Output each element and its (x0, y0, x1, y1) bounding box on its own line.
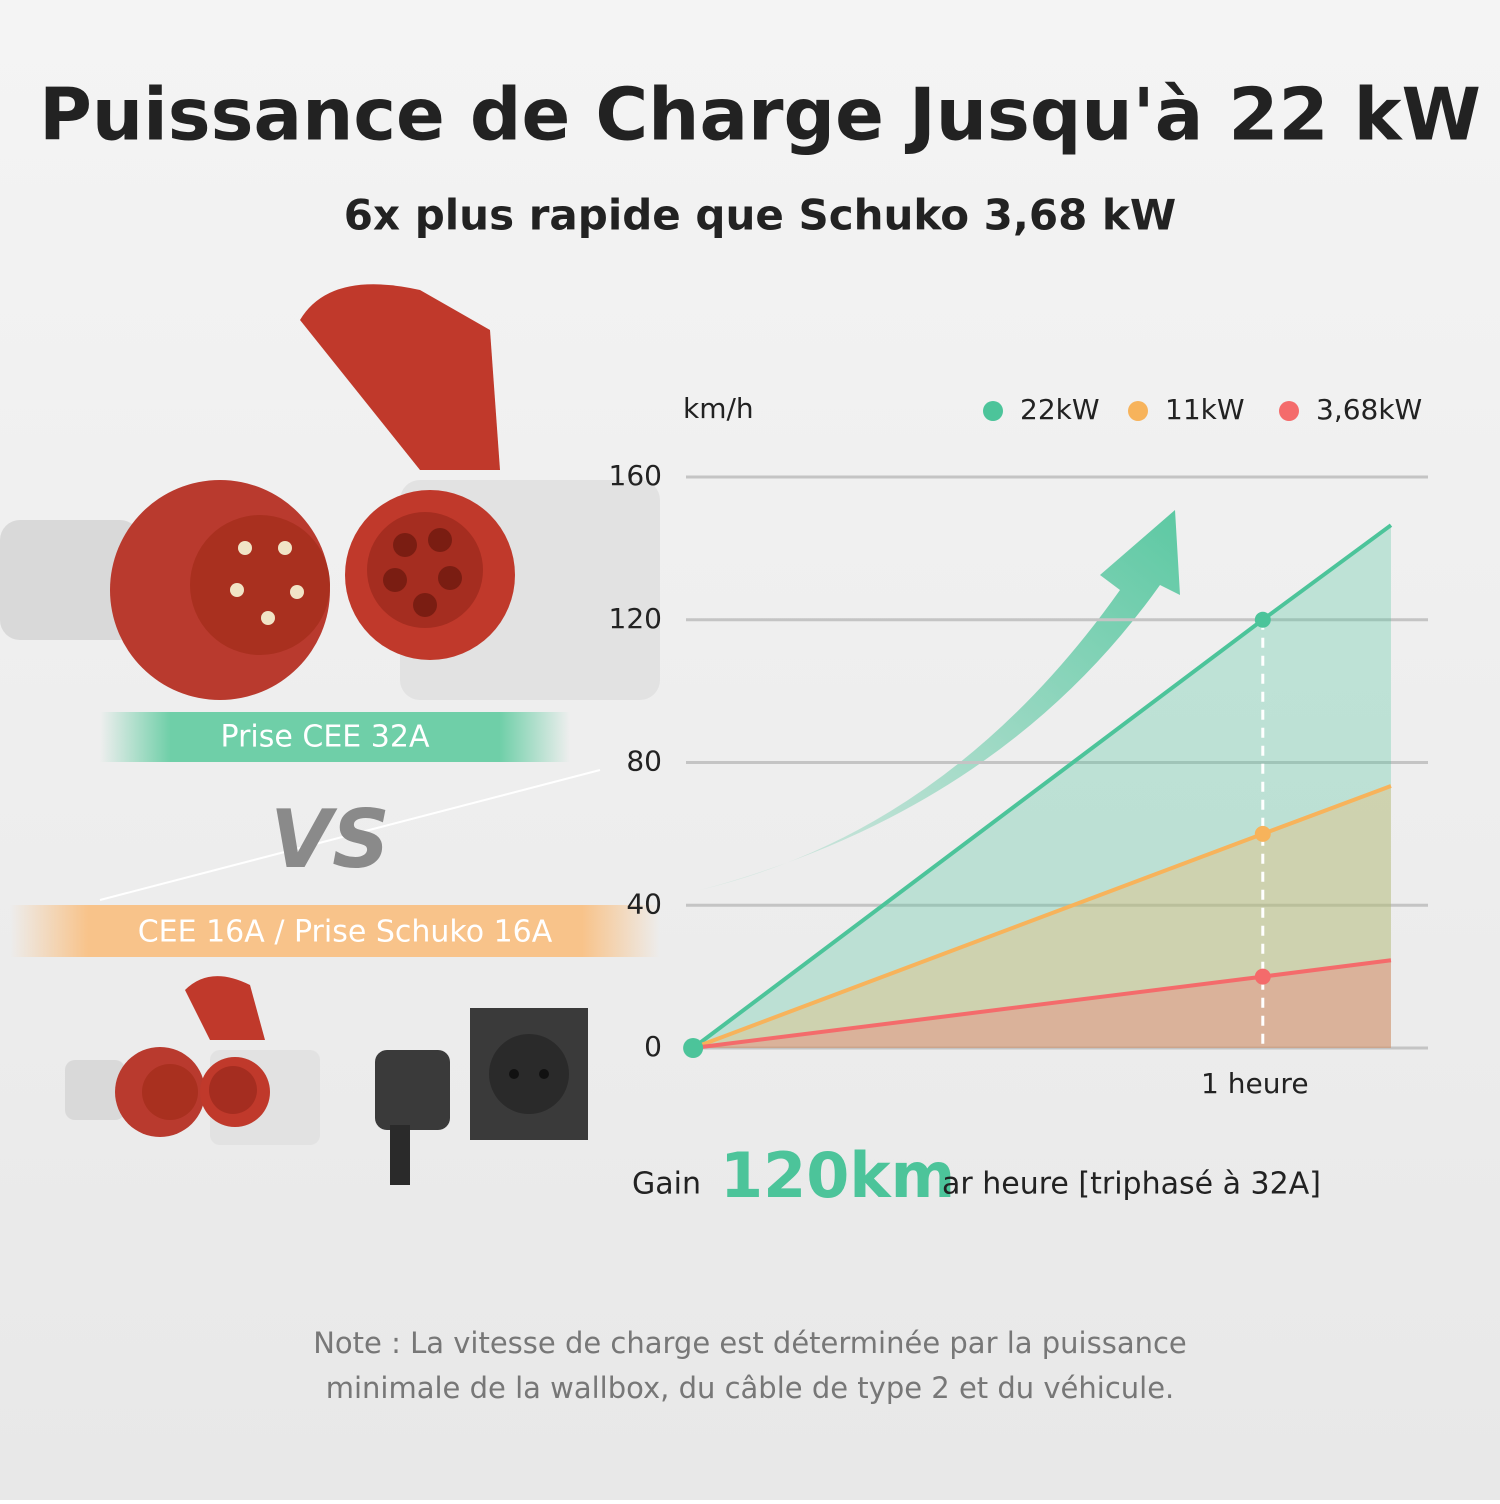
legend-label: 11kW (1165, 393, 1245, 426)
title: Puissance de Charge Jusqu'à 22 kW (39, 73, 1481, 157)
subtitle: 6x plus rapide que Schuko 3,68 kW (344, 191, 1176, 240)
y-tick-label: 40 (626, 887, 662, 920)
area (693, 960, 1391, 1048)
x-tick-label: 1 heure (1201, 1067, 1309, 1100)
gain-suffix: ar heure [triphasé à 32A] (942, 1167, 1321, 1202)
origin-point (683, 1038, 704, 1058)
trend-arrow (700, 510, 1180, 890)
point (1254, 968, 1271, 985)
y-axis-label: km/h (683, 392, 754, 425)
vs: VS (270, 793, 390, 886)
gain-prefix: Gain (632, 1167, 701, 1202)
legend-swatch (1279, 401, 1299, 421)
cee32-illustration (0, 284, 660, 700)
point (1254, 611, 1271, 628)
y-tick-label: 0 (644, 1030, 662, 1063)
label: CEE 16A / Prise Schuko 16A (138, 915, 553, 950)
legend-label: 3,68kW (1316, 393, 1422, 426)
divider (99, 769, 601, 901)
chart: km/h 0 40 80 120 160 1 heure 22kW 11kW 3,68kW (609, 392, 1428, 1100)
gain-highlight: 120km (720, 1139, 955, 1212)
cee16-illustration (65, 976, 588, 1185)
note: minimale de la wallbox, du câble de type… (326, 1371, 1175, 1405)
point (1254, 825, 1271, 842)
y-tick-label: 120 (609, 602, 662, 635)
y-tick-label: 160 (609, 459, 662, 492)
y-tick-label: 80 (626, 745, 662, 778)
legend-swatch (1128, 401, 1148, 421)
legend-swatch (983, 401, 1003, 421)
banner (10, 905, 660, 957)
banner (100, 712, 570, 762)
label: Prise CEE 32A (221, 720, 430, 755)
note: Note : La vitesse de charge est détermin… (313, 1326, 1187, 1360)
legend-label: 22kW (1020, 393, 1100, 426)
